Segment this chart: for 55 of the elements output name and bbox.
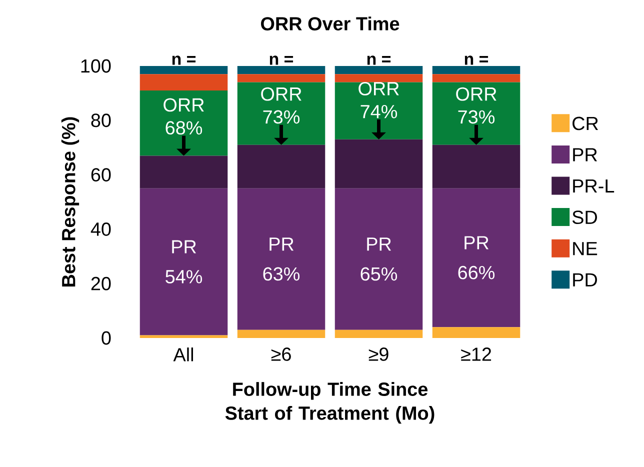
text: n = xyxy=(270,56,294,65)
legend-label: NE xyxy=(573,242,598,256)
bar xyxy=(334,82,423,140)
y-axis-title: Best Response (%) xyxy=(61,117,80,286)
bar xyxy=(140,74,228,90)
annotation: ORR 73% xyxy=(261,87,302,124)
bar xyxy=(140,156,228,188)
annotation: PR 54% xyxy=(166,240,202,284)
annotation: PR 63% xyxy=(263,238,300,281)
annotation: PR 65% xyxy=(360,238,398,281)
annotation: ORR 73% xyxy=(456,87,496,124)
bar xyxy=(140,66,228,74)
y-tick-label: 20 xyxy=(91,276,111,290)
text: n = xyxy=(464,56,488,65)
annotation: ORR 74% xyxy=(358,82,399,118)
text: n = xyxy=(172,56,196,65)
bar xyxy=(432,82,520,145)
bar xyxy=(334,139,423,188)
bar xyxy=(334,188,423,330)
bar xyxy=(334,66,423,74)
legend-label: PD xyxy=(573,273,597,286)
text: n = xyxy=(367,56,391,65)
bar xyxy=(334,330,423,338)
legend-label: PR-L xyxy=(573,179,614,192)
bar xyxy=(237,188,326,330)
y-tick-label: 40 xyxy=(90,222,111,236)
bar xyxy=(237,66,326,74)
legend-label: SD xyxy=(572,210,597,224)
x-tick-label: All xyxy=(173,348,194,362)
bar xyxy=(237,330,326,338)
bar xyxy=(140,90,228,156)
bar xyxy=(334,74,423,82)
bar xyxy=(237,82,326,145)
bar xyxy=(432,327,520,338)
y-tick-label: 60 xyxy=(91,168,111,182)
x-tick-label: ≥12 xyxy=(461,348,492,361)
legend-label: CR xyxy=(572,116,598,130)
y-tick-label: 100 xyxy=(81,59,111,73)
x-axis-title: Follow-up Time Since Start of Treatment (Mo) xyxy=(225,382,434,424)
annotation: ORR 68% xyxy=(164,98,204,135)
annotation: PR 66% xyxy=(458,236,495,280)
bar xyxy=(432,188,520,328)
y-tick-label: 0 xyxy=(102,331,111,345)
x-tick-label: ≥6 xyxy=(271,348,291,361)
bar xyxy=(432,66,520,74)
bar xyxy=(237,144,326,188)
chart-title: ORR Over Time xyxy=(261,16,400,30)
bar xyxy=(432,144,520,188)
legend-label: PR xyxy=(573,148,597,162)
x-tick-label: ≥9 xyxy=(368,348,388,361)
bar xyxy=(237,74,326,82)
bar xyxy=(140,188,228,336)
bar xyxy=(432,74,520,82)
bar xyxy=(140,335,228,338)
y-tick-label: 80 xyxy=(91,114,111,128)
